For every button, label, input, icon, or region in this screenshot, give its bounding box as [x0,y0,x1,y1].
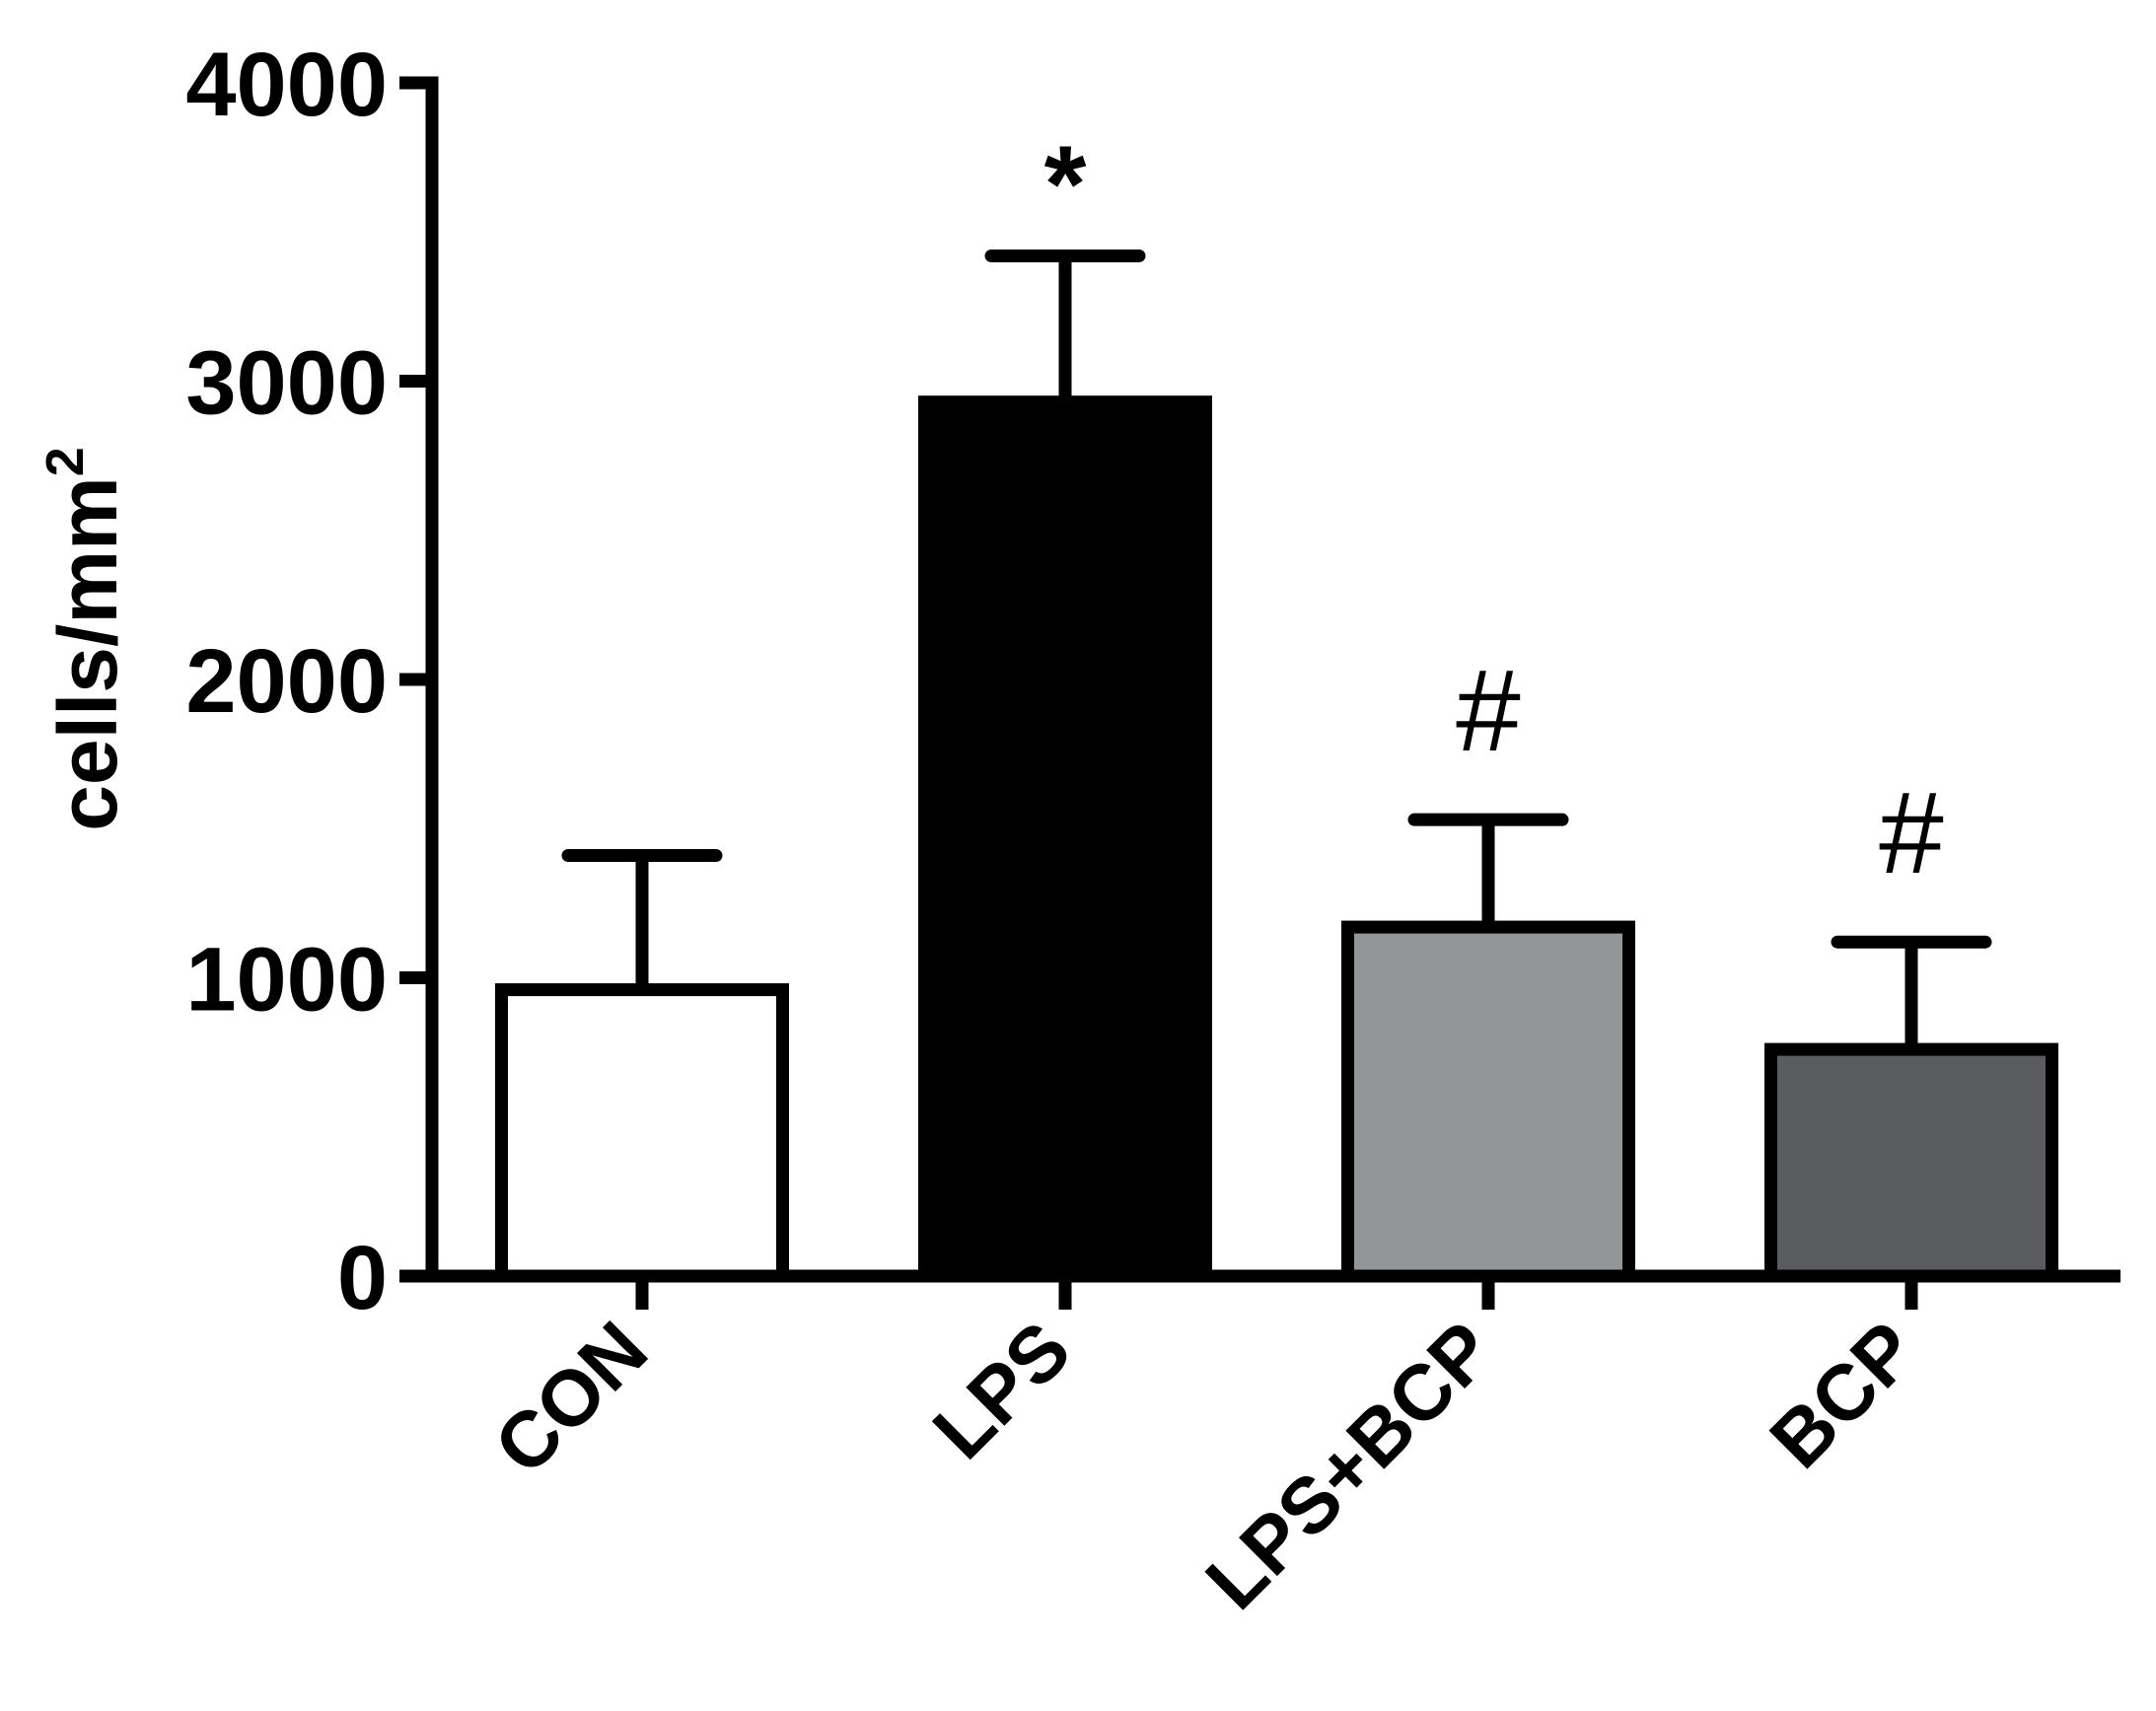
x-category-label: CON [477,1305,664,1491]
bar-lps-bcp [1341,920,1635,1283]
y-tick-label: 4000 [185,35,388,135]
x-category-label: LPS [916,1305,1087,1475]
y-tick-label: 0 [337,1228,388,1328]
annotations: * # # [1044,123,1945,898]
y-tick-label: 3000 [185,333,388,434]
significance-star: * [1044,123,1087,245]
error-bars [561,249,1992,1050]
bar-lps [918,395,1212,1283]
significance-hash: # [1879,768,1944,898]
y-axis-title-text: cells/mm [41,476,134,831]
bar-con [495,983,789,1283]
y-ticks: 0 1000 2000 3000 4000 [185,35,432,1328]
y-tick-label: 1000 [185,930,388,1031]
y-axis-title-superscript: 2 [36,447,95,476]
x-category-label: LPS+BCP [1189,1305,1510,1625]
bars [495,395,2058,1283]
x-category-label: BCP [1754,1305,1933,1484]
significance-hash: # [1456,646,1521,776]
x-ticks: CON LPS LPS+BCP BCP [477,1276,1933,1626]
y-tick-label: 2000 [185,631,388,732]
y-axis-title: cells/mm2 [36,447,134,831]
bar-bcp [1764,1042,2058,1283]
